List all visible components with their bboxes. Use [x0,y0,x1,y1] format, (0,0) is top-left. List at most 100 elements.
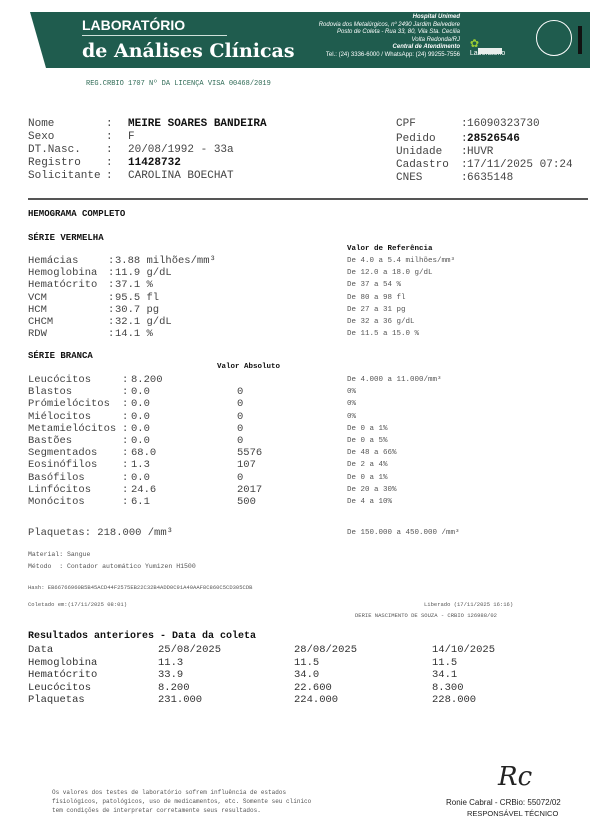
result-value: 1.3 [131,459,150,472]
separator: : [461,133,468,145]
separator: : [122,398,129,411]
result-value: 68.0 [131,447,157,460]
absolute-value: 0 [237,386,244,399]
previous-value: 8.300 [432,681,464,694]
separator: : [122,386,129,399]
separator: : [122,471,129,484]
result-value: 0.0 [131,410,150,423]
header-address: Hospital Unimed Rodovia dos Metalúrgicos… [319,14,460,59]
separator: : [122,435,129,447]
reference-range: De 37 a 54 % [347,281,402,290]
absolute-value: 107 [237,459,256,472]
separator: : [106,157,113,169]
field-value: 17/11/2025 07:24 [467,159,573,171]
field-label: Pedido [396,133,436,145]
separator: : [122,496,129,508]
central-label: Central de Atendimento [392,44,460,50]
field-label: Nome [28,118,55,130]
result-value: 11.9 g/dL [115,267,172,280]
field-label: Sexo [28,131,55,143]
result-value: 6.1 [131,496,150,508]
exam-title: HEMOGRAMA COMPLETO [28,209,126,219]
separator: : [122,410,129,423]
field-value: MEIRE SOARES BANDEIRA [128,118,267,130]
reference-range: 0% [347,412,357,421]
result-value: 24.6 [131,483,157,496]
separator: : [108,291,115,304]
previous-value: 228.000 [432,694,477,706]
field-value: F [128,131,135,143]
field-label: Solicitante [28,170,101,182]
reference-range: De 12.0 a 18.0 g/dL [347,269,433,278]
reference-range: 0% [347,388,357,397]
previous-value: 34.1 [432,669,458,681]
field-value: CAROLINA BOECHAT [128,170,234,182]
field-label: DT.Nasc. [28,144,81,156]
result-label: Basófilos [28,471,123,484]
previous-value: 11.3 [158,656,184,669]
previous-label: Hematócrito [28,669,98,681]
result-label: Linfócitos [28,483,123,496]
reference-range: De 0 a 5% [347,437,388,445]
address-line: Posto de Coleta - Rua 33, 80, Vila Sta. … [337,29,460,35]
absolute-value: 500 [237,496,256,508]
lab-name-line2: de Análises Clínicas [82,40,295,62]
separator: : [106,131,113,143]
previous-value: 33.9 [158,669,184,681]
result-label: CHCM [28,316,98,328]
absolute-value: 5576 [237,447,263,460]
reference-range: De 11.5 a 15.0 % [347,330,420,339]
reference-range: De 32 a 36 g/dL [347,318,415,326]
field-label: CPF [396,118,416,130]
reference-header: Valor de Referência [347,245,433,253]
header-divider [82,35,227,36]
header-banner [30,12,590,68]
absolute-value: 0 [237,422,244,435]
result-label: Hemoglobina [28,267,98,280]
result-value: 0.0 [131,386,150,399]
result-label: Hematócrito [28,279,98,292]
previous-value: 231.000 [158,694,203,706]
result-label: HCM [28,303,98,316]
separator: : [122,374,129,386]
result-value: 8.200 [131,374,163,386]
partner-logo-label [478,48,502,54]
result-label: VCM [28,291,98,304]
field-label: Registro [28,157,81,169]
previous-value: 34.0 [294,669,320,681]
result-label: Segmentados [28,447,123,460]
field-value: 6635148 [467,172,514,184]
reference-range: De 48 a 66% [347,449,397,458]
reference-range: De 2 a 4% [347,461,388,470]
previous-value: 11.5 [432,656,458,669]
field-label: Cadastro [396,159,449,171]
separator: : [108,279,115,292]
previous-value: 14/10/2025 [432,644,496,656]
separator: : [122,447,129,460]
material: Material: Sangue [28,551,91,558]
field-value: 11428732 [128,157,181,169]
result-value: 0.0 [131,422,150,435]
absolute-value: 0 [237,410,244,423]
signature: Rc [498,762,533,792]
separator: : [461,159,468,171]
address-line: Rodovia dos Metalúrgicos, nº 2490 Jardim… [318,21,460,28]
reference-range: De 0 a 1% [347,473,388,482]
red-series-title: SÉRIE VERMELHA [28,233,104,243]
address-line: Volta Redonda/RJ [411,36,460,43]
result-label: Prómielócitos [28,398,123,411]
signer-role: RESPONSÁVEL TÉCNICO [467,809,559,818]
field-value: 20/08/1992 - 33a [128,144,234,156]
field-label: CNES [396,172,423,184]
platelets-reference: De 150.000 a 450.000 /mm³ [347,529,460,537]
absolute-value: 0 [237,435,244,447]
white-series-title: SÉRIE BRANCA [28,351,93,361]
absolute-value: 0 [237,398,244,411]
separator: : [122,422,129,435]
result-label: Eosinófilos [28,459,123,472]
result-value: 37.1 % [115,279,153,292]
hospital-name: Hospital Unimed [412,14,460,20]
reference-range: De 4 a 10% [347,498,393,506]
separator: : [108,267,115,280]
result-label: Bastões [28,435,123,447]
